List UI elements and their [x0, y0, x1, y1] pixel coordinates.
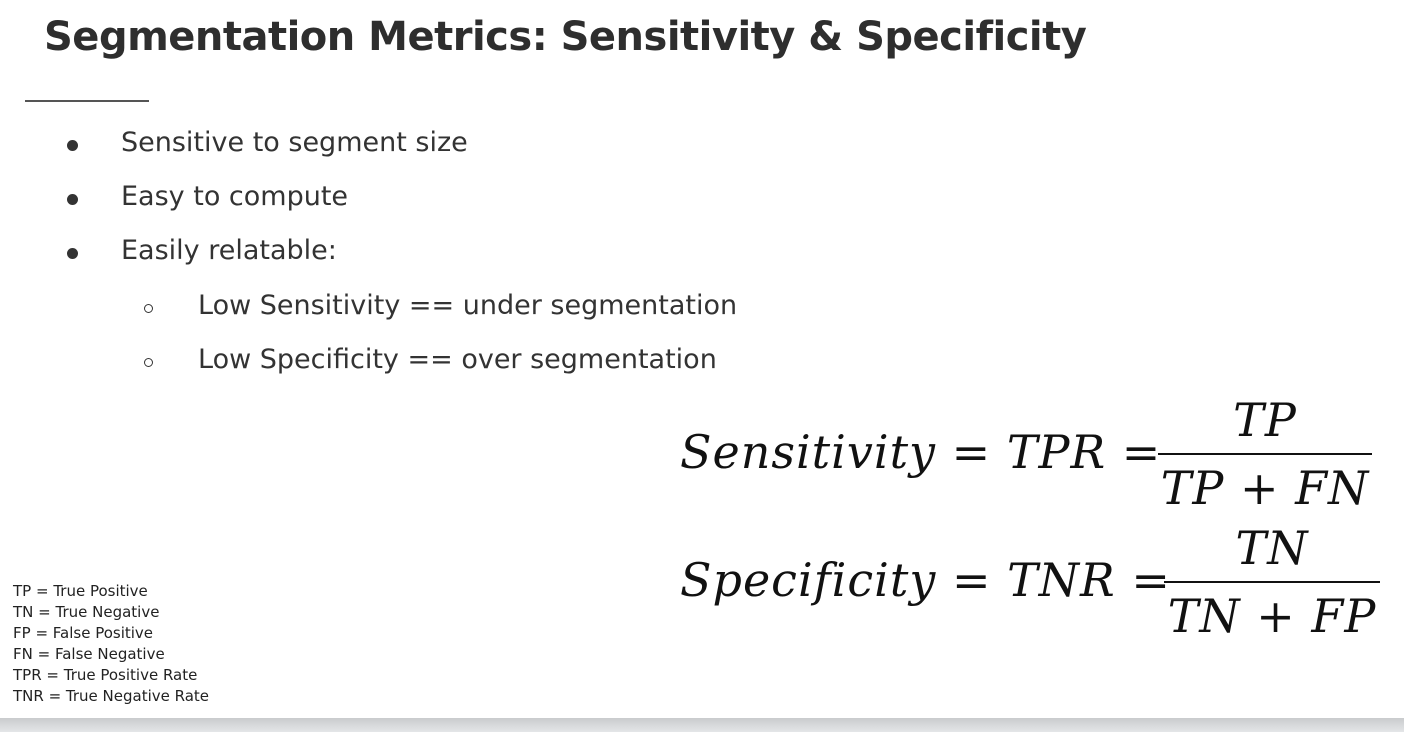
formula-denominator: TN + FP — [1167, 589, 1377, 643]
bullet-circle-icon — [144, 304, 153, 313]
legend-item: FP = False Positive — [13, 624, 154, 642]
abbreviation-legend: TP = True Positive TN = True Negative FP… — [13, 581, 209, 707]
sub-bullet-text: Low Sensitivity == under segmentation — [198, 290, 738, 321]
bullet-item: Easily relatable: — [67, 235, 337, 266]
bullet-dot-icon — [67, 248, 78, 259]
formula-numerator: TP — [1233, 393, 1297, 447]
legend-item: TNR = True Negative Rate — [13, 687, 210, 705]
formula-lhs: Sensitivity = TPR = — [680, 425, 1162, 479]
fraction-bar — [1164, 581, 1380, 583]
sub-bullet-item: Low Specificity == over segmentation — [144, 344, 717, 375]
sub-bullet-item: Low Sensitivity == under segmentation — [144, 290, 738, 321]
formula-denominator: TP + FN — [1160, 461, 1370, 515]
bullet-dot-icon — [67, 140, 78, 151]
slide-title: Segmentation Metrics: Sensitivity & Spec… — [44, 14, 1087, 60]
title-underline — [25, 100, 149, 102]
legend-item: TP = True Positive — [13, 582, 148, 600]
formula-numerator: TN — [1235, 521, 1309, 575]
bullet-text: Easy to compute — [121, 181, 349, 212]
fraction-bar — [1158, 453, 1372, 455]
bullet-text: Easily relatable: — [121, 235, 337, 266]
slide-bottom-edge — [0, 718, 1404, 732]
legend-item: FN = False Negative — [13, 645, 165, 663]
legend-item: TN = True Negative — [13, 603, 160, 621]
formula-lhs: Specificity = TNR = — [680, 553, 1171, 607]
bullet-dot-icon — [67, 194, 78, 205]
legend-item: TPR = True Positive Rate — [13, 666, 198, 684]
bullet-text: Sensitive to segment size — [121, 127, 468, 158]
sub-bullet-text: Low Specificity == over segmentation — [198, 344, 717, 375]
bullet-circle-icon — [144, 358, 153, 367]
bullet-item: Easy to compute — [67, 181, 349, 212]
bullet-item: Sensitive to segment size — [67, 127, 468, 158]
formula-fraction: TN TN + FP — [1164, 521, 1380, 643]
formula-fraction: TP TP + FN — [1158, 393, 1372, 515]
